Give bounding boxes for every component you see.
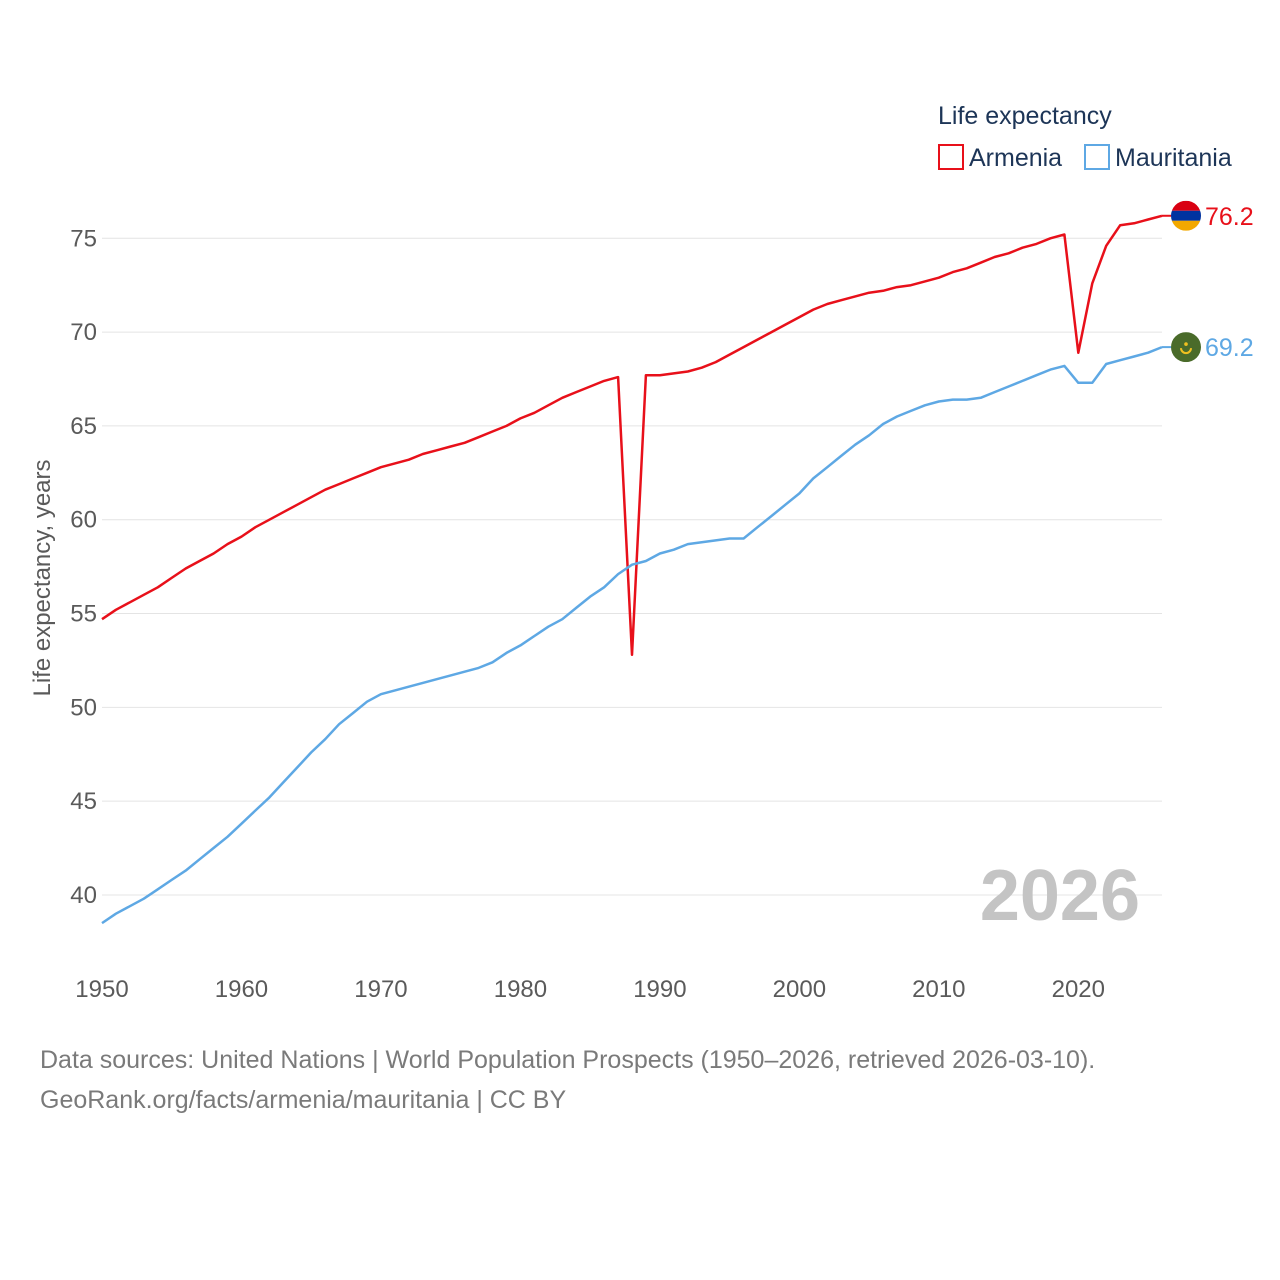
series-line-armenia[interactable] — [101, 214, 1163, 657]
y-axis-label: Life expectancy, years — [29, 459, 56, 696]
x-tick-label: 2020 — [1052, 976, 1105, 1003]
end-markers: 76.2 69.2 — [1162, 200, 1254, 363]
current-year-watermark: 2026 — [980, 856, 1140, 936]
x-tick-label: 1990 — [633, 976, 686, 1003]
series-line-mauritania[interactable] — [101, 345, 1163, 925]
data-source-line: Data sources: United Nations | World Pop… — [40, 1046, 1096, 1074]
source-note: Data sources: United Nations | World Pop… — [40, 1040, 1240, 1120]
y-tick-label: 65 — [70, 413, 97, 440]
mauritania-flag-icon — [1171, 332, 1201, 363]
y-tick-label: 45 — [70, 788, 97, 815]
legend-swatch-armenia — [938, 144, 964, 170]
legend: Life expectancy Armenia Mauritania — [938, 102, 1232, 172]
x-tick-label: 1960 — [215, 976, 268, 1003]
armenia-flag-icon — [1171, 200, 1201, 231]
x-tick-labels: 1950 1960 1970 1980 1990 2000 2010 2020 — [75, 976, 1105, 1003]
series-lines — [101, 214, 1163, 925]
legend-item-mauritania[interactable]: Mauritania — [1084, 144, 1232, 172]
end-value-label-mauritania: 69.2 — [1205, 334, 1254, 362]
y-tick-label: 40 — [70, 882, 97, 909]
line-chart: 40 45 50 55 60 65 70 75 1950 1960 1970 1980 1990 200… — [29, 102, 1254, 1003]
x-tick-label: 1950 — [75, 976, 128, 1003]
legend-title: Life expectancy — [938, 102, 1112, 130]
legend-label-armenia: Armenia — [969, 144, 1062, 172]
x-tick-label: 2000 — [773, 976, 826, 1003]
x-tick-label: 1980 — [494, 976, 547, 1003]
y-tick-label: 50 — [70, 694, 97, 721]
x-tick-label: 2010 — [912, 976, 965, 1003]
y-tick-labels: 40 45 50 55 60 65 70 75 — [70, 225, 97, 909]
legend-swatch-mauritania — [1084, 144, 1110, 170]
legend-item-armenia[interactable]: Armenia — [938, 144, 1062, 172]
y-tick-label: 75 — [70, 225, 97, 252]
y-tick-label: 60 — [70, 507, 97, 534]
credit-line[interactable]: GeoRank.org/facts/armenia/mauritania | C… — [40, 1086, 567, 1114]
x-tick-label: 1970 — [354, 976, 407, 1003]
y-tick-label: 70 — [70, 319, 97, 346]
y-tick-label: 55 — [70, 601, 97, 628]
gridlines — [102, 237, 1162, 896]
legend-label-mauritania: Mauritania — [1115, 144, 1232, 172]
end-value-label-armenia: 76.2 — [1205, 203, 1254, 231]
